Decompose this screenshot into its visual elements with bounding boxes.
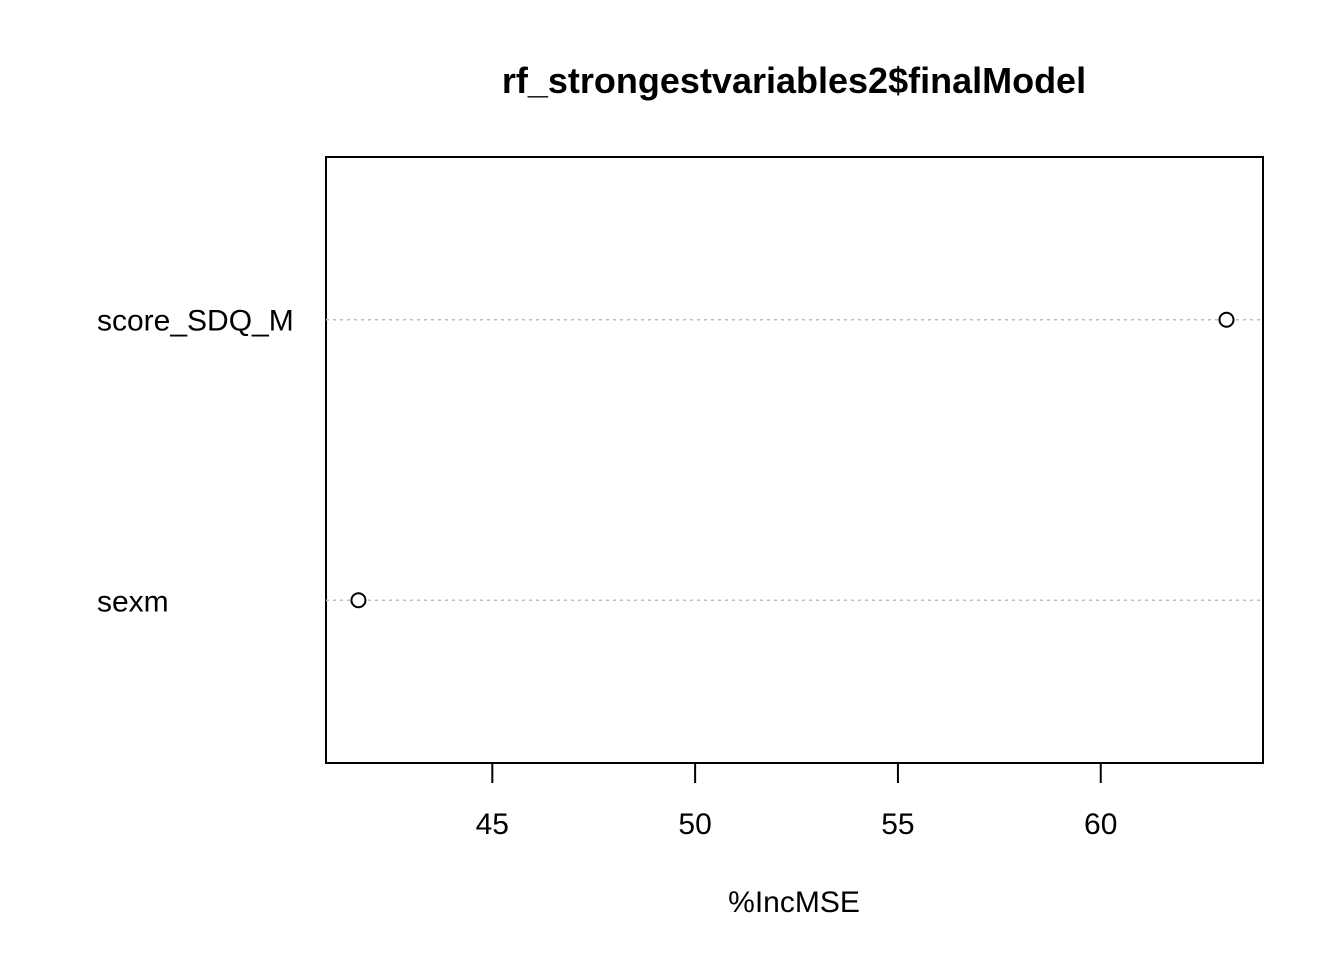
grid-lines (326, 318, 1263, 602)
x-axis: 45 50 55 60 (476, 763, 1117, 841)
x-tick-label: 45 (476, 808, 509, 841)
x-tick-label: 50 (678, 808, 711, 841)
data-point (1218, 311, 1235, 328)
chart-title: rf_strongestvariables2$finalModel (502, 60, 1086, 101)
x-tick-label: 55 (881, 808, 914, 841)
x-tick-label: 60 (1084, 808, 1117, 841)
data-point (350, 592, 367, 609)
category-label: score_SDQ_M (97, 305, 294, 338)
data-points (350, 311, 1235, 609)
x-axis-label: %IncMSE (728, 886, 860, 919)
category-label: sexm (97, 585, 169, 618)
plot-frame (325, 156, 1264, 764)
